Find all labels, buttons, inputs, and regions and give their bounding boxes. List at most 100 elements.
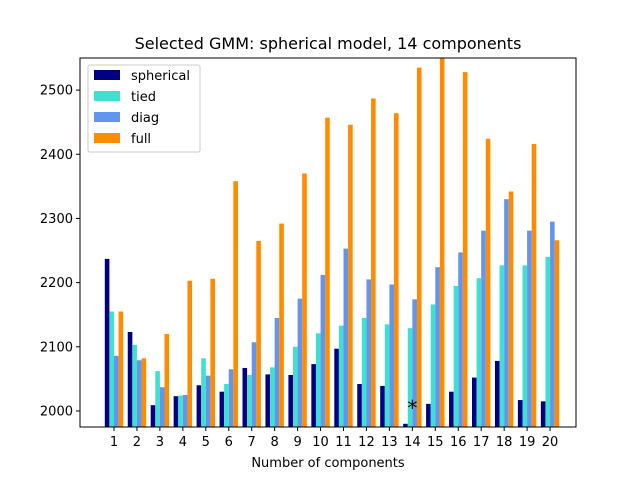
bar-spherical-8	[265, 374, 271, 427]
legend-box	[87, 64, 201, 153]
x-tick-label: 4	[179, 435, 187, 450]
bar-diag-3	[159, 387, 165, 427]
x-tick-label: 15	[427, 435, 444, 450]
legend: spherical tied diag full	[87, 64, 201, 153]
bar-diag-18	[504, 199, 509, 427]
bar-diag-17	[481, 230, 486, 427]
bar-spherical-14	[403, 423, 408, 427]
y-tick-label: 2500	[40, 84, 73, 99]
bar-tied-10	[315, 333, 321, 427]
bar-tied-17	[476, 278, 482, 427]
plot-frame	[79, 57, 577, 428]
x-tick-label: 19	[519, 435, 536, 450]
bar-diag-14	[412, 299, 417, 427]
x-tick-label: 18	[496, 435, 513, 450]
x-tick-label: 2	[133, 435, 141, 450]
bar-full-10	[325, 117, 330, 428]
bar-diag-2	[136, 360, 142, 427]
x-tick-label: 20	[542, 435, 559, 450]
bar-tied-16	[453, 285, 459, 427]
bar-full-13	[394, 113, 399, 427]
bar-tied-7	[247, 375, 252, 427]
bar-tied-18	[499, 265, 505, 427]
bar-tied-3	[155, 371, 160, 427]
bar-diag-7	[251, 342, 257, 427]
bar-diag-12	[366, 279, 372, 427]
y-tick-label: 2000	[40, 404, 73, 419]
bar-full-12	[371, 98, 376, 428]
bar-tied-13	[384, 324, 390, 427]
bar-tied-1	[109, 311, 114, 427]
bar-full-17	[485, 138, 491, 428]
bar-full-9	[302, 173, 307, 427]
bar-diag-8	[274, 317, 280, 427]
bar-diag-19	[527, 230, 532, 427]
bar-diag-11	[343, 248, 349, 427]
bar-tied-4	[178, 395, 183, 427]
bar-tied-2	[132, 344, 137, 427]
bar-spherical-1	[104, 258, 110, 427]
x-tick-label: 1	[110, 435, 118, 450]
bar-spherical-18	[494, 360, 500, 427]
bar-full-3	[164, 333, 170, 427]
bar-diag-6	[228, 369, 234, 427]
x-tick-label: 12	[358, 435, 375, 450]
bar-spherical-19	[517, 400, 523, 427]
x-tick-label: 14	[404, 435, 421, 450]
bar-tied-5	[201, 358, 206, 427]
x-tick-label: 16	[450, 435, 467, 450]
legend-label-spherical: spherical	[131, 69, 190, 84]
bar-spherical-2	[127, 332, 133, 427]
bar-spherical-6	[219, 391, 225, 427]
bar-spherical-11	[334, 348, 339, 427]
bar-spherical-12	[357, 384, 362, 427]
y-tick-label: 2300	[40, 212, 73, 227]
bar-spherical-9	[288, 375, 293, 427]
y-tick-label: 2200	[40, 276, 73, 291]
x-axis: 1 2 3 4 5 6 7 8 9 10 11 12 13 14 15 16 17 18 19 20	[110, 427, 558, 450]
x-tick-label: 17	[473, 435, 490, 450]
x-tick-label: 7	[248, 435, 256, 450]
bar-spherical-16	[449, 391, 454, 427]
bar-spherical-13	[380, 385, 385, 427]
x-tick-label: 11	[335, 435, 352, 450]
bar-spherical-20	[540, 401, 546, 427]
bar-full-19	[531, 143, 537, 428]
bar-tied-9	[293, 346, 298, 427]
bar-tied-8	[270, 367, 275, 427]
bar-full-2	[141, 358, 147, 427]
x-tick-label: 13	[381, 435, 398, 450]
bar-full-15	[439, 58, 445, 427]
bar-diag-10	[320, 274, 326, 427]
bar-full-4	[187, 280, 193, 427]
x-tick-label: 10	[312, 435, 329, 450]
bar-diag-1	[114, 355, 119, 427]
bar-full-8	[279, 223, 284, 427]
bar-diag-15	[435, 267, 440, 427]
bar-full-7	[256, 240, 261, 427]
bar-full-16	[462, 72, 468, 428]
bar-diag-5	[205, 375, 211, 427]
legend-label-tied: tied	[131, 90, 156, 105]
x-tick-label: 9	[293, 435, 301, 450]
bar-full-6	[233, 181, 238, 427]
bar-spherical-7	[242, 367, 248, 427]
x-tick-label: 5	[202, 435, 210, 450]
bar-diag-4	[182, 394, 188, 427]
bar-tied-15	[430, 304, 436, 427]
chart-title: Selected GMM: spherical model, 14 compon…	[135, 34, 522, 53]
bar-tied-14	[407, 328, 413, 427]
bar-spherical-3	[150, 405, 156, 427]
x-tick-label: 8	[271, 435, 279, 450]
bar-full-20	[554, 240, 560, 427]
bar-tied-12	[361, 317, 367, 427]
legend-swatch-spherical	[94, 70, 120, 80]
bar-diag-9	[297, 298, 303, 427]
bar-spherical-10	[311, 364, 316, 427]
bar-tied-20	[545, 256, 551, 427]
bar-full-1	[118, 311, 124, 427]
annotations-group: *	[407, 396, 417, 420]
bar-spherical-5	[196, 385, 202, 427]
bar-tied-11	[338, 325, 344, 427]
